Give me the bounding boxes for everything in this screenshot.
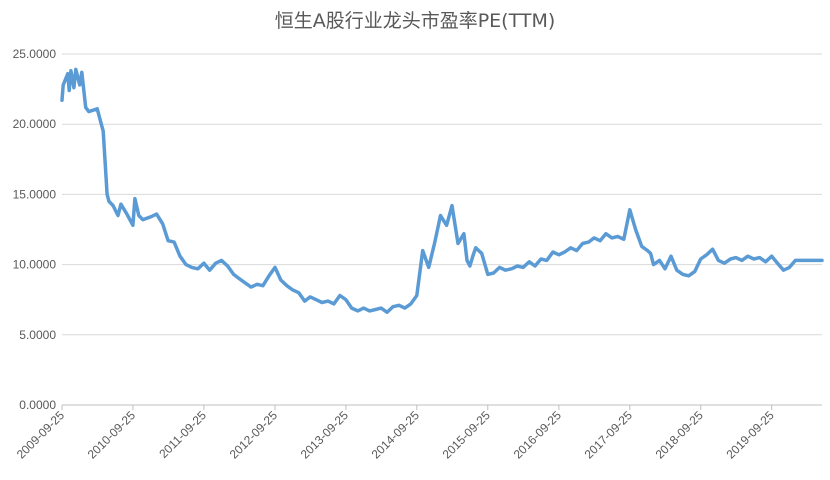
chart-title: 恒生A股行业龙头市盈率PE(TTM) — [274, 10, 556, 32]
x-tick-label: 2018-09-25 — [653, 408, 707, 462]
x-tick-label: 2011-09-25 — [156, 408, 209, 461]
x-tick-label: 2009-09-25 — [14, 408, 68, 462]
x-tick-label: 2014-09-25 — [369, 408, 423, 462]
x-tick-label: 2010-09-25 — [85, 408, 139, 462]
x-tick-label: 2019-09-25 — [723, 408, 777, 462]
x-axis-ticks: 2009-09-25 2010-09-25 2011-09-25 2012-09-25… — [14, 405, 777, 462]
x-tick-label: 2016-09-25 — [511, 408, 565, 462]
y-tick-label: 5.0000 — [19, 328, 56, 342]
y-axis-ticks: 0.0000 5.0000 10.0000 15.0000 20.0000 25.0000 — [13, 47, 57, 412]
y-tick-label: 10.0000 — [13, 258, 57, 272]
y-tick-label: 15.0000 — [13, 187, 57, 201]
gridlines — [62, 53, 822, 336]
x-tick-label: 2015-09-25 — [440, 408, 494, 462]
y-tick-label: 20.0000 — [13, 117, 57, 131]
x-tick-label: 2017-09-25 — [582, 408, 636, 462]
series-line — [60, 67, 824, 315]
y-tick-label: 25.0000 — [13, 47, 57, 61]
x-tick-label: 2013-09-25 — [298, 408, 352, 462]
x-tick-label: 2012-09-25 — [227, 408, 281, 462]
y-tick-label: 0.0000 — [19, 398, 56, 412]
